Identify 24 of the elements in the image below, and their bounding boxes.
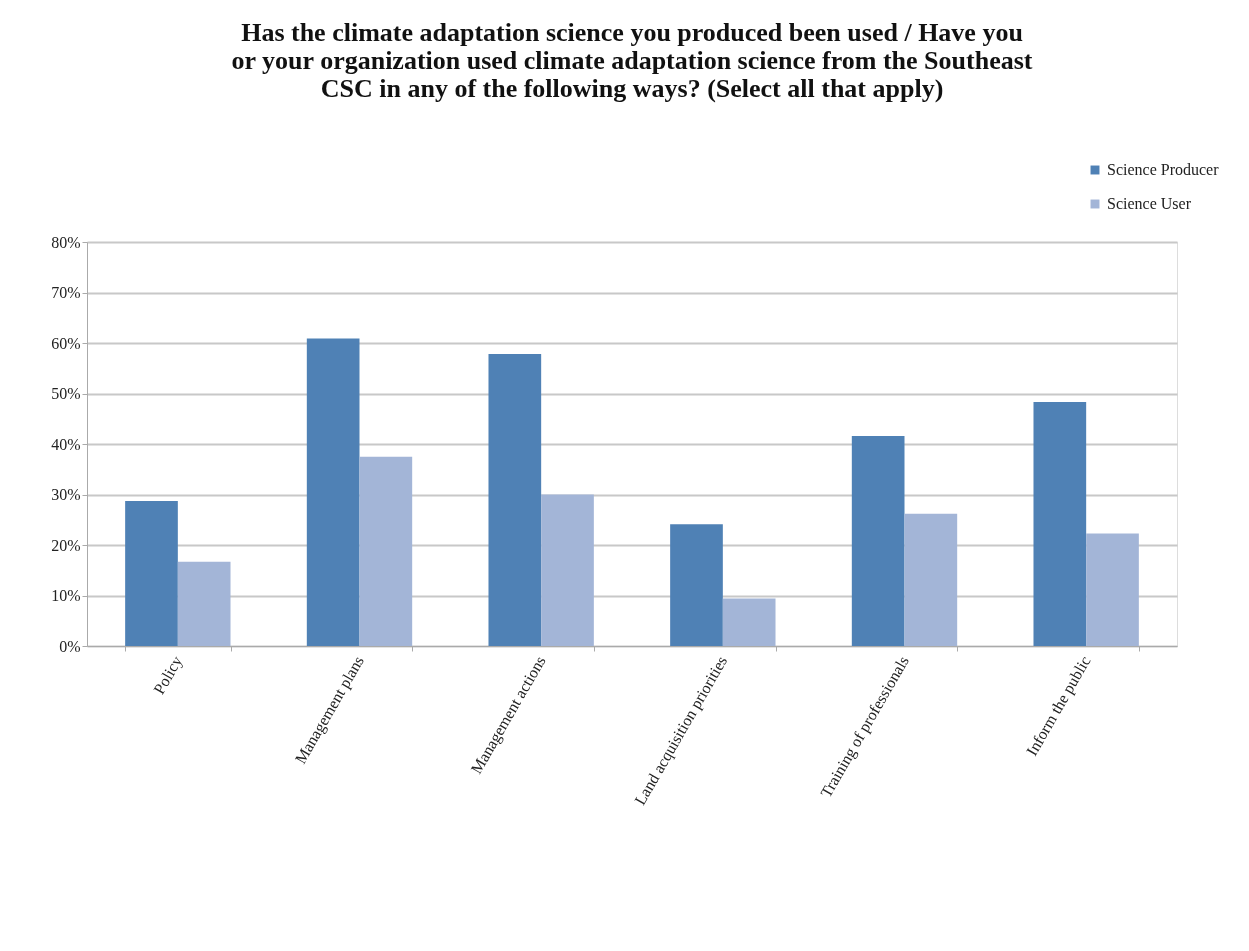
y-tick-label: 30% — [51, 486, 81, 503]
y-tick-label: 20% — [51, 536, 81, 554]
bar — [851, 435, 905, 646]
legend-label: Science Producer — [1107, 161, 1220, 178]
bar — [904, 513, 958, 646]
y-tick-label: 50% — [51, 385, 81, 402]
bar — [359, 456, 413, 646]
bar — [488, 354, 542, 646]
bar — [541, 494, 594, 646]
bar — [125, 501, 178, 646]
bar — [306, 338, 360, 646]
legend-label: Science User — [1107, 195, 1192, 212]
bar — [722, 598, 776, 646]
y-tick-label: 0% — [59, 637, 81, 655]
y-tick-label: 60% — [51, 334, 81, 352]
bar — [1033, 402, 1087, 646]
chart-title: Has the climate adaptation science you produced been used / Have you or your organization used climate adaptation science from the Southeast CSC in any of the following ways? (Select all that apply) — [231, 18, 1033, 103]
y-tick-label: 80% — [51, 233, 81, 251]
y-tick-label: 10% — [51, 587, 81, 604]
bar — [177, 561, 231, 646]
y-tick-label: 40% — [51, 435, 81, 453]
bar — [670, 524, 723, 646]
bar — [1086, 533, 1139, 646]
y-tick-label: 70% — [51, 284, 81, 301]
